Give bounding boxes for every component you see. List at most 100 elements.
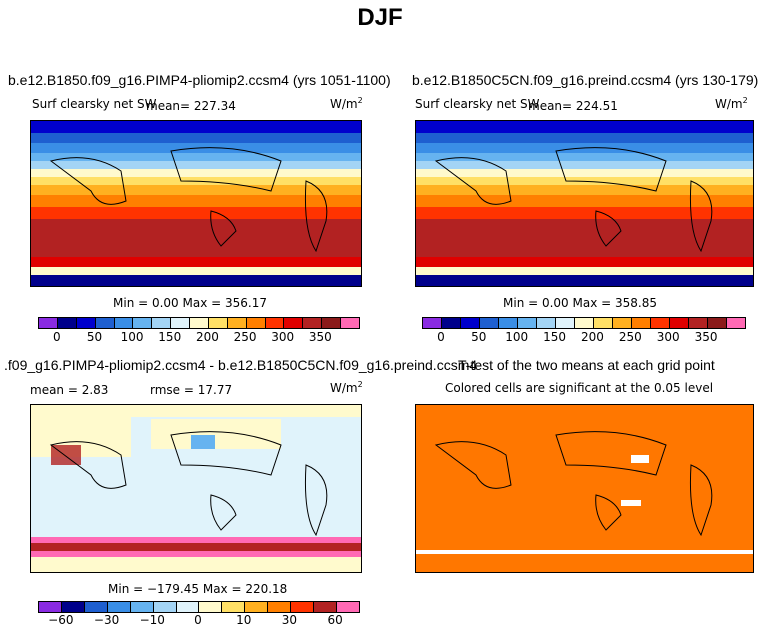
colorbar-swatch — [518, 318, 537, 328]
panel2-minmax: Min = 0.00 Max = 358.85 — [503, 296, 657, 310]
panel4-title: T-test of the two means at each grid poi… — [458, 357, 715, 373]
colorbar-tick-label: 300 — [656, 330, 680, 344]
colorbar-swatch — [291, 602, 315, 612]
colorbar-tick-label: 100 — [120, 330, 144, 344]
colorbar-swatch — [575, 318, 594, 328]
colorbar-tick-label: 150 — [543, 330, 567, 344]
colorbar-swatch — [461, 318, 480, 328]
colorbar-swatch — [227, 318, 247, 328]
panel2-map — [415, 120, 754, 287]
panel1-minmax: Min = 0.00 Max = 356.17 — [113, 296, 267, 310]
colorbar-swatch — [689, 318, 708, 328]
colorbar-swatch — [284, 318, 304, 328]
colorbar-swatch — [613, 318, 632, 328]
panel1-variable: Surf clearsky net SW — [32, 97, 157, 111]
colorbar-swatch — [314, 602, 337, 612]
panel1-map — [30, 120, 362, 287]
colorbar-tick-label: 350 — [308, 330, 332, 344]
colorbar-tick-label: −60 — [48, 613, 74, 627]
colorbar-swatch — [556, 318, 575, 328]
figure-title: DJF — [357, 4, 403, 31]
colorbar-tick-label: 0 — [437, 330, 445, 344]
colorbar-tick-label: 200 — [581, 330, 604, 344]
colorbar-swatch — [303, 318, 323, 328]
colorbar-tick-label: 50 — [86, 330, 103, 344]
colorbar-swatch — [39, 602, 62, 612]
panel2-units: W/m2 — [715, 96, 748, 111]
panel1-case-title: b.e12.B1850.f09_g16.PIMP4-pliomip2.ccsm4… — [8, 72, 391, 88]
colorbar-swatch — [208, 318, 228, 328]
colorbar-swatch — [199, 602, 223, 612]
panel3-rmse: rmse = 17.77 — [150, 383, 233, 397]
colorbar-swatch — [245, 602, 269, 612]
panel3-colorbar — [38, 601, 360, 613]
colorbar-tick-label: 200 — [195, 330, 219, 344]
colorbar-swatch — [594, 318, 613, 328]
colorbar-swatch — [336, 602, 359, 612]
colorbar-swatch — [265, 318, 285, 328]
panel1-colorbar-labels: 0 50 100 150 200 250 300 350 — [38, 330, 358, 344]
colorbar-swatch — [708, 318, 727, 328]
colorbar-tick-label: −30 — [93, 613, 120, 627]
panel1-units: W/m2 — [330, 96, 363, 111]
panel3-units: W/m2 — [330, 380, 363, 395]
panel3-case-title: .f09_g16.PIMP4-pliomip2.ccsm4 - b.e12.B1… — [4, 357, 478, 373]
colorbar-swatch — [632, 318, 651, 328]
panel4-map — [415, 404, 754, 573]
panel2-variable: Surf clearsky net SW — [415, 97, 540, 111]
colorbar-swatch — [171, 318, 190, 328]
colorbar-swatch — [76, 318, 96, 328]
colorbar-swatch — [61, 602, 85, 612]
colorbar-tick-label: 300 — [271, 330, 295, 344]
colorbar-tick-label: 250 — [618, 330, 642, 344]
colorbar-swatch — [246, 318, 266, 328]
colorbar-swatch — [57, 318, 77, 328]
colorbar-tick-label: 50 — [471, 330, 487, 344]
colorbar-swatch — [322, 318, 341, 328]
colorbar-swatch — [107, 602, 131, 612]
colorbar-swatch — [84, 602, 108, 612]
panel1-mean: mean= 227.34 — [146, 99, 236, 113]
colorbar-tick-label: −10 — [139, 613, 165, 627]
colorbar-tick-label: 60 — [327, 613, 343, 627]
colorbar-swatch — [39, 318, 58, 328]
colorbar-swatch — [95, 318, 115, 328]
panel3-colorbar-labels: −60 −30 −10 0 10 30 60 — [38, 613, 358, 627]
colorbar-swatch — [423, 318, 442, 328]
panel2-colorbar — [422, 317, 746, 329]
colorbar-swatch — [480, 318, 499, 328]
colorbar-swatch — [268, 602, 292, 612]
colorbar-tick-label: 0 — [194, 613, 202, 627]
colorbar-swatch — [727, 318, 745, 328]
colorbar-tick-label: 250 — [233, 330, 257, 344]
panel2-case-title: b.e12.B1850C5CN.f09_g16.preind.ccsm4 (yr… — [412, 72, 759, 88]
colorbar-swatch — [222, 602, 246, 612]
colorbar-tick-label: 30 — [281, 613, 298, 627]
colorbar-swatch — [442, 318, 461, 328]
panel4-map-field — [416, 405, 753, 572]
colorbar-tick-label: 100 — [505, 330, 529, 344]
panel1-map-field — [31, 121, 361, 286]
colorbar-swatch — [651, 318, 670, 328]
colorbar-swatch — [670, 318, 689, 328]
panel3-minmax: Min = −179.45 Max = 220.18 — [108, 582, 288, 596]
colorbar-swatch — [133, 318, 153, 328]
panel2-colorbar-labels: 0 50 100 150 200 250 300 350 — [422, 330, 744, 344]
panel2-map-field — [416, 121, 753, 286]
colorbar-swatch — [176, 602, 200, 612]
panel2-mean: mean= 224.51 — [528, 99, 618, 113]
colorbar-swatch — [341, 318, 359, 328]
colorbar-tick-label: 150 — [158, 330, 182, 344]
colorbar-tick-label: 10 — [236, 613, 252, 627]
colorbar-tick-label: 0 — [52, 330, 61, 344]
panel3-map — [30, 404, 362, 573]
panel4-subtitle: Colored cells are significant at the 0.0… — [445, 381, 714, 395]
colorbar-swatch — [190, 318, 209, 328]
panel3-map-field — [31, 405, 361, 572]
colorbar-swatch — [153, 602, 177, 612]
panel1-colorbar — [38, 317, 360, 329]
colorbar-swatch — [152, 318, 172, 328]
colorbar-swatch — [130, 602, 154, 612]
panel3-mean: mean = 2.83 — [30, 383, 109, 397]
colorbar-swatch — [537, 318, 556, 328]
